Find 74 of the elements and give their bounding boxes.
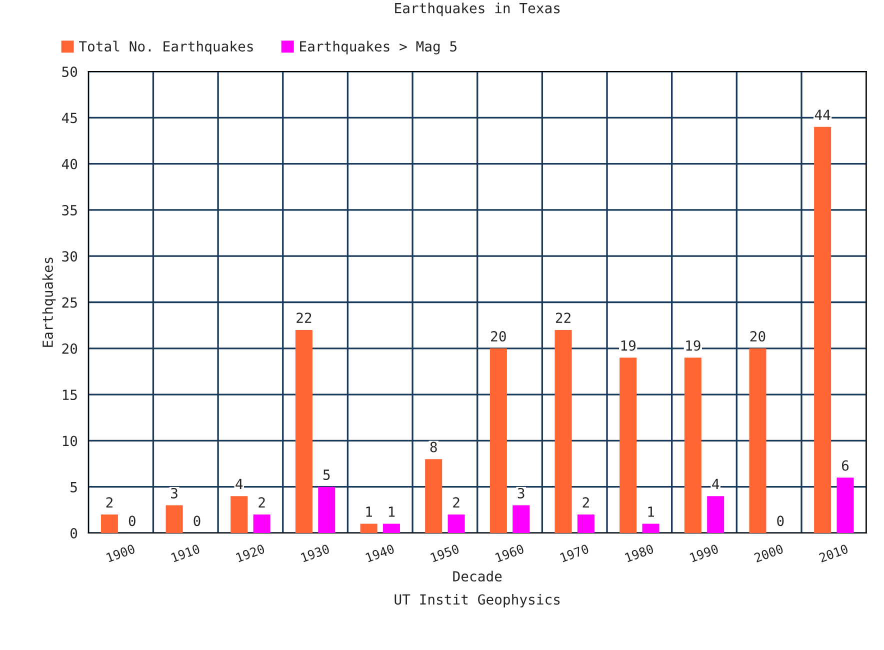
bar <box>554 330 572 533</box>
data-label: 8 <box>430 442 437 452</box>
data-label: 3 <box>518 488 524 498</box>
x-tick-label: 1900 <box>106 544 136 562</box>
legend-label: Earthquakes > Mag 5 <box>300 40 456 54</box>
data-label: 2 <box>258 497 265 508</box>
x-tick-label: 2000 <box>754 544 784 563</box>
y-tick-label: 30 <box>62 251 78 262</box>
data-label: 0 <box>194 516 200 526</box>
y-tick-label: 20 <box>62 343 78 354</box>
x-tick-label: 1960 <box>495 544 524 562</box>
y-tick-label: 35 <box>62 204 77 216</box>
bar <box>100 514 118 533</box>
bar <box>382 524 400 533</box>
bar <box>448 514 465 533</box>
y-tick-label: 40 <box>62 158 78 170</box>
data-label: 2 <box>582 497 589 508</box>
bar <box>425 459 442 533</box>
data-label: 19 <box>621 340 636 351</box>
data-label: 44 <box>814 110 830 120</box>
data-label: 22 <box>296 312 312 323</box>
bar <box>836 478 854 533</box>
bar <box>749 348 766 533</box>
x-tick-label: 1940 <box>365 544 395 562</box>
bar <box>360 524 378 533</box>
bar <box>230 496 248 533</box>
x-tick-label: 1930 <box>300 544 330 562</box>
bar <box>577 514 594 533</box>
data-label: 2 <box>106 497 112 508</box>
x-tick-label: 1970 <box>560 544 590 562</box>
y-tick-label: 0 <box>70 528 78 539</box>
data-label: 0 <box>128 516 136 526</box>
data-label: 4 <box>236 478 243 490</box>
data-label: 19 <box>686 340 700 351</box>
x-axis-title: Decade <box>453 570 502 582</box>
x-tick-label: 1910 <box>170 544 200 562</box>
data-label: 1 <box>388 506 395 517</box>
data-label: 6 <box>842 460 849 471</box>
bar <box>166 505 183 533</box>
data-label: 20 <box>491 331 506 342</box>
y-axis-title: Earthquakes <box>42 258 56 347</box>
bar <box>295 330 312 533</box>
chart-title: Earthquakes in Texas <box>395 2 560 16</box>
bar <box>642 524 660 533</box>
bar <box>512 505 530 533</box>
x-tick-label: 1980 <box>624 544 654 562</box>
data-label: 3 <box>171 488 178 498</box>
bar <box>318 486 336 533</box>
data-label: 0 <box>777 516 784 526</box>
data-label: 5 <box>323 470 330 480</box>
y-tick-label: 45 <box>62 112 77 124</box>
y-tick-label: 25 <box>62 297 77 308</box>
data-label: 1 <box>648 506 654 517</box>
data-label: 22 <box>556 312 570 323</box>
data-label: 20 <box>750 331 766 342</box>
legend-label: Total No. Earthquakes <box>78 40 253 54</box>
x-tick-label: 1920 <box>236 544 266 562</box>
text: UT Instit Geophysics <box>394 594 560 608</box>
bar <box>707 496 724 533</box>
bar <box>620 358 637 533</box>
x-tick-label: 1950 <box>430 544 460 562</box>
bar <box>684 358 702 533</box>
bar <box>814 126 832 533</box>
bar <box>490 348 507 533</box>
data-label: 4 <box>712 478 720 490</box>
y-tick-label: 10 <box>62 436 78 446</box>
x-tick-label: 1990 <box>690 544 719 562</box>
y-tick-label: 5 <box>70 482 77 492</box>
x-tick-label: 2010 <box>818 544 849 563</box>
y-tick-label: 50 <box>62 66 78 78</box>
data-label: 2 <box>453 497 460 508</box>
bar <box>253 514 270 533</box>
data-label: 1 <box>366 506 372 517</box>
y-tick-label: 15 <box>62 390 77 400</box>
